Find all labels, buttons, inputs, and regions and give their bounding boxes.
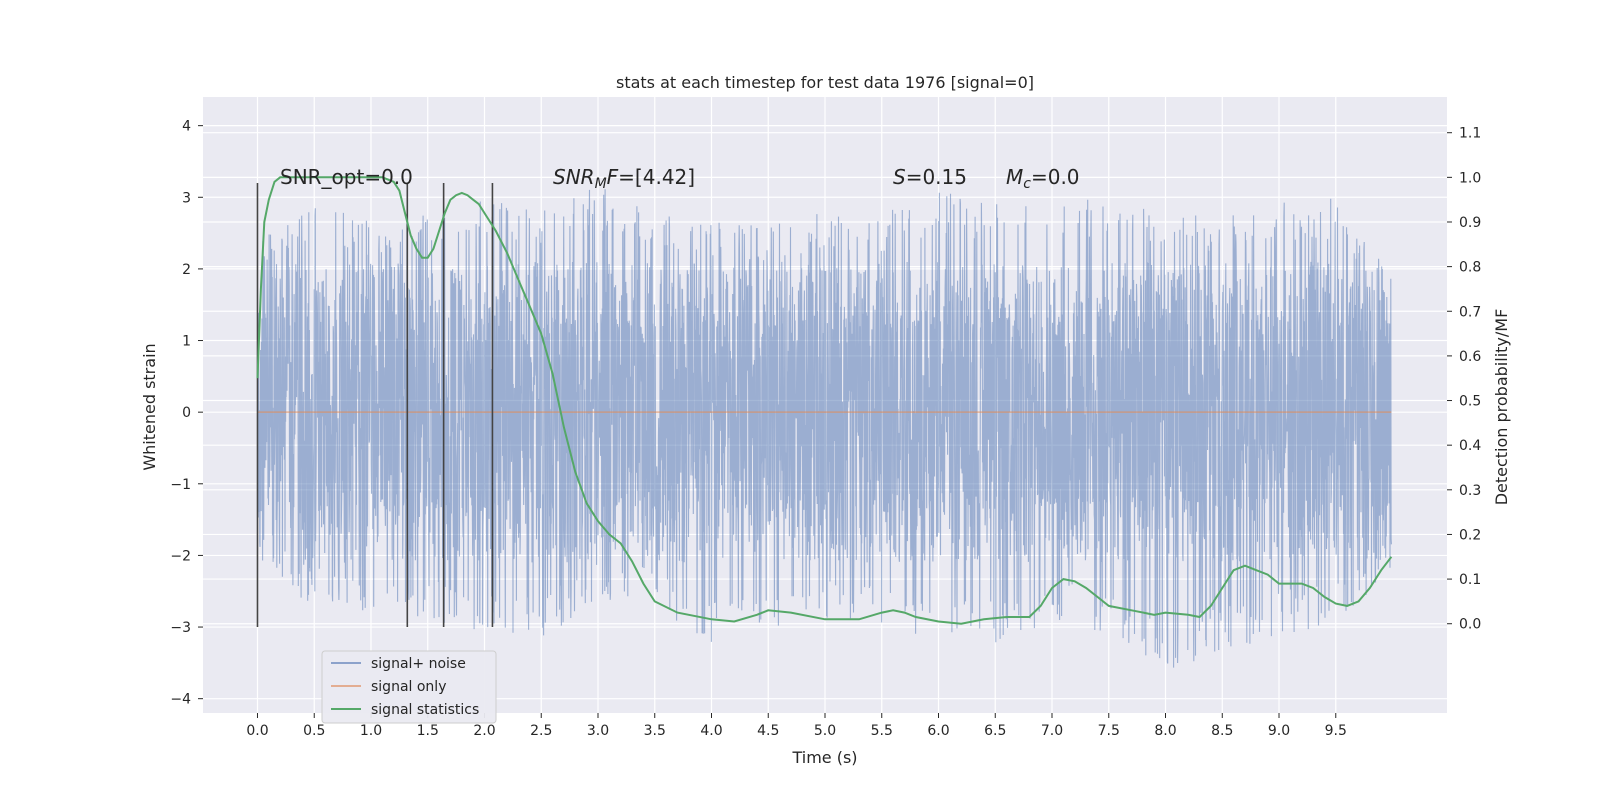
x-tick-label: 5.5 <box>871 723 893 739</box>
signal-plus-noise-line <box>256 189 1392 668</box>
y-right-tick-label: 0.1 <box>1459 572 1481 588</box>
signal-statistics-line <box>256 176 1393 625</box>
legend-label-signal-only: signal only <box>371 679 446 695</box>
y-right-tick-label: 1.0 <box>1459 170 1481 186</box>
x-tick-label: 8.5 <box>1211 723 1233 739</box>
y-right-tick-label: 0.3 <box>1459 483 1481 499</box>
x-tick-label: 9.5 <box>1325 723 1347 739</box>
y-left-tick-label: −4 <box>170 692 191 708</box>
x-tick-label: 9.0 <box>1268 723 1290 739</box>
x-tick-label: 3.5 <box>644 723 666 739</box>
y-right-tick-labels: 1.1 1.0 0.9 0.8 0.7 0.6 0.5 0.4 0.3 0.2 0.1 0.0 <box>1447 126 1481 633</box>
vertical-markers <box>256 182 494 628</box>
x-tick-label: 0.0 <box>246 723 268 739</box>
x-tick-label: 0.5 <box>303 723 325 739</box>
y-left-tick-label: −1 <box>170 477 191 493</box>
x-tick-label: 6.5 <box>984 723 1006 739</box>
y-left-tick-label: 0 <box>182 405 191 421</box>
y-right-tick-label: 0.6 <box>1459 349 1481 365</box>
y-left-tick-label: −2 <box>170 548 191 564</box>
y-left-tick-label: 1 <box>182 334 191 350</box>
legend-label-signal-plus-noise: signal+ noise <box>371 656 466 672</box>
x-tick-label: 5.0 <box>814 723 836 739</box>
y-left-tick-label: 3 <box>182 190 191 206</box>
mc-annotation: Mc=0.0 <box>1006 165 1080 192</box>
x-tick-label: 2.0 <box>473 723 495 739</box>
y-left-tick-label: −3 <box>170 620 191 636</box>
legend-label-signal-statistics: signal statistics <box>371 702 479 718</box>
x-tick-label: 8.0 <box>1154 723 1176 739</box>
x-tick-label: 4.0 <box>700 723 722 739</box>
y-right-tick-label: 0.9 <box>1459 215 1481 231</box>
y-right-tick-label: 0.5 <box>1459 394 1481 410</box>
x-tick-label: 6.0 <box>927 723 949 739</box>
y-right-tick-label: 0.4 <box>1459 438 1481 454</box>
x-tick-label: 1.0 <box>360 723 382 739</box>
s-annotation: S=0.15 <box>893 165 967 189</box>
x-tick-label: 3.0 <box>587 723 609 739</box>
y-right-tick-label: 0.0 <box>1459 617 1481 633</box>
y-right-tick-label: 0.7 <box>1459 304 1481 320</box>
legend: signal+ noise signal only signal statist… <box>321 650 497 724</box>
x-tick-label: 1.5 <box>417 723 439 739</box>
y-right-tick-label: 1.1 <box>1459 126 1481 142</box>
y-left-tick-labels: 4 3 2 1 0 −1 −2 −3 −4 <box>170 119 203 708</box>
x-tick-label: 7.5 <box>1098 723 1120 739</box>
y-left-axis-title: Whitened strain <box>140 343 159 470</box>
y-right-tick-label: 0.8 <box>1459 260 1481 276</box>
x-tick-label: 4.5 <box>757 723 779 739</box>
signal-statistics-series <box>256 176 1393 625</box>
y-left-tick-label: 4 <box>182 119 191 135</box>
snr-opt-annotation: SNR_opt=0.0 <box>280 165 413 189</box>
legend-box <box>321 650 497 724</box>
snr-mf-annotation: SNRMF=[4.42] <box>553 165 695 192</box>
chart-title: stats at each timestep for test data 197… <box>616 73 1034 92</box>
y-right-tick-label: 0.2 <box>1459 527 1481 543</box>
y-left-tick-label: 2 <box>182 262 191 278</box>
x-axis-title: Time (s) <box>791 748 857 767</box>
signal-plus-noise-series <box>256 189 1392 668</box>
y-right-axis-title: Detection probability/MF <box>1492 309 1511 506</box>
x-tick-label: 7.0 <box>1041 723 1063 739</box>
x-tick-label: 2.5 <box>530 723 552 739</box>
x-tick-labels: 0.0 0.5 1.0 1.5 2.0 2.5 3.0 3.5 4.0 4.5 5.0 5.5 6.0 6… <box>246 713 1347 739</box>
